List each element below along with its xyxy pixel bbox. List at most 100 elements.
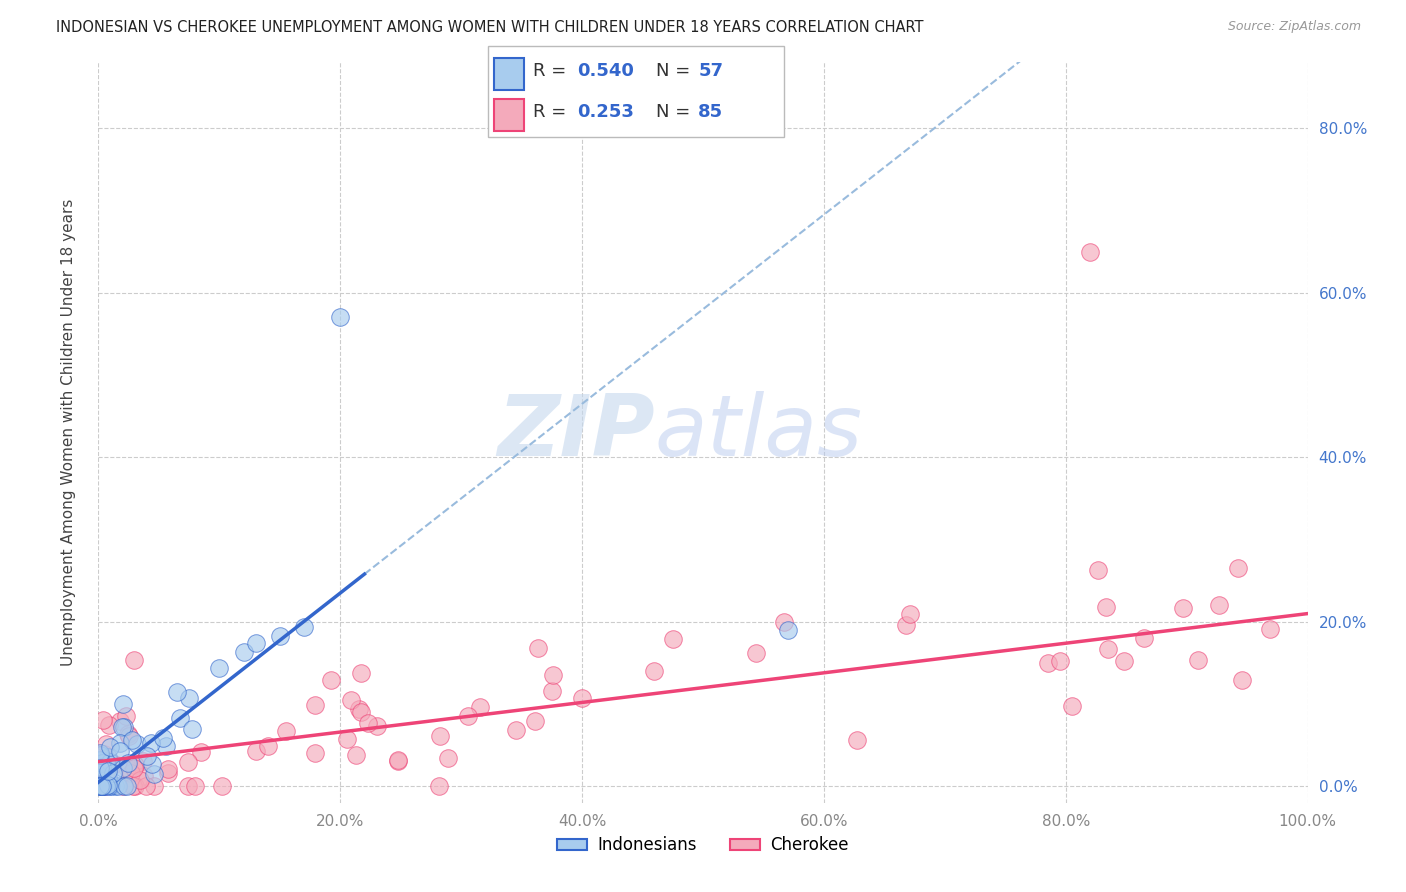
Point [103, 756, 125, 771]
Text: 85: 85 [699, 103, 723, 121]
Y-axis label: Unemployment Among Women with Children Under 18 years: Unemployment Among Women with Children U… [62, 199, 76, 666]
Point [208, 661, 231, 675]
Point [112, 780, 135, 794]
Point [336, 731, 359, 746]
Point [274, 724, 297, 739]
Point [898, 607, 921, 622]
Point [329, 310, 352, 325]
Point [344, 748, 367, 763]
Point [155, 739, 177, 753]
Point [122, 653, 145, 667]
Point [143, 780, 166, 794]
Point [166, 685, 188, 699]
Point [94, 775, 117, 789]
Point [184, 780, 207, 794]
Point [91, 780, 114, 794]
Point [108, 736, 131, 750]
Point [97, 770, 120, 784]
Point [89, 761, 111, 775]
Point [128, 773, 150, 788]
Point [387, 754, 409, 768]
Point [468, 699, 491, 714]
Point [104, 780, 127, 794]
Point [1171, 600, 1194, 615]
Point [111, 780, 134, 794]
Point [349, 705, 371, 719]
Point [120, 765, 142, 780]
Point [117, 727, 139, 741]
Point [211, 779, 233, 793]
Point [111, 761, 134, 775]
Point [1036, 656, 1059, 670]
Point [89, 763, 111, 777]
Text: Source: ZipAtlas.com: Source: ZipAtlas.com [1227, 20, 1361, 33]
Point [141, 736, 163, 750]
Point [644, 664, 666, 678]
Point [108, 744, 131, 758]
Point [121, 733, 143, 747]
Point [124, 758, 146, 772]
Point [1097, 642, 1119, 657]
Text: N =: N = [655, 62, 696, 79]
Point [357, 715, 380, 730]
Point [91, 780, 114, 794]
Point [505, 723, 527, 738]
Point [1060, 698, 1083, 713]
Point [89, 746, 111, 760]
Point [90, 756, 112, 770]
Point [347, 701, 370, 715]
Text: INDONESIAN VS CHEROKEE UNEMPLOYMENT AMONG WOMEN WITH CHILDREN UNDER 18 YEARS COR: INDONESIAN VS CHEROKEE UNEMPLOYMENT AMON… [56, 20, 924, 35]
Point [527, 641, 550, 656]
Point [115, 709, 138, 723]
Point [112, 721, 135, 735]
Point [292, 620, 315, 634]
Point [457, 709, 479, 723]
Point [366, 719, 388, 733]
FancyBboxPatch shape [488, 45, 785, 137]
Point [773, 615, 796, 629]
Point [157, 762, 180, 776]
Point [845, 733, 868, 747]
Point [1112, 654, 1135, 668]
Point [96, 737, 118, 751]
Point [1049, 654, 1071, 668]
Point [89, 747, 111, 762]
Point [117, 756, 139, 771]
Point [90, 763, 112, 777]
Point [93, 714, 115, 728]
Point [94, 755, 117, 769]
Point [523, 714, 546, 728]
Text: 0.540: 0.540 [578, 62, 634, 79]
Legend: Indonesians, Cherokee: Indonesians, Cherokee [551, 830, 855, 861]
Point [91, 760, 114, 774]
Point [169, 710, 191, 724]
Point [152, 731, 174, 745]
Point [1227, 561, 1250, 575]
Point [125, 738, 148, 752]
Point [1087, 564, 1109, 578]
Point [245, 744, 267, 758]
Point [319, 673, 342, 687]
Point [94, 780, 117, 794]
Point [429, 729, 451, 743]
Point [232, 644, 254, 658]
Point [90, 780, 112, 794]
Point [540, 684, 562, 698]
Point [541, 667, 564, 681]
Point [94, 780, 117, 794]
Point [894, 618, 917, 632]
Point [181, 723, 204, 737]
Point [176, 755, 198, 769]
Point [132, 754, 155, 768]
Point [744, 646, 766, 660]
Point [135, 780, 157, 794]
Point [110, 714, 132, 728]
Point [177, 691, 200, 706]
Point [100, 780, 122, 794]
Point [89, 780, 111, 794]
Point [571, 690, 593, 705]
Point [90, 780, 112, 794]
Point [387, 753, 409, 767]
Point [89, 780, 111, 794]
Point [157, 766, 180, 780]
